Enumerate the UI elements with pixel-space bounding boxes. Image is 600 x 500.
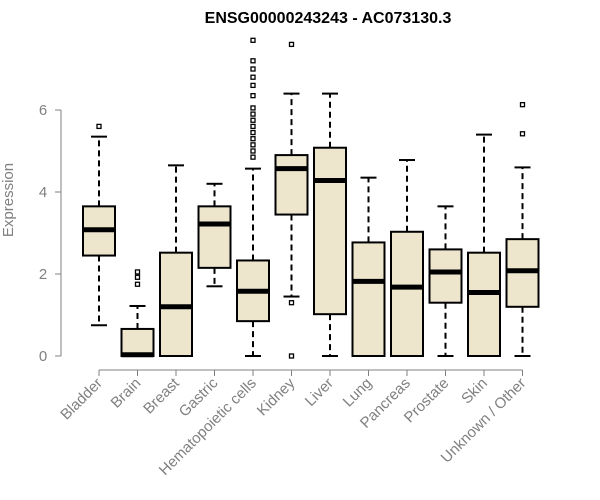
y-axis: 0 2 4 6	[39, 102, 62, 365]
y-tick-label: 4	[39, 184, 47, 201]
outlier-point	[134, 269, 141, 275]
iqr-box	[274, 154, 309, 216]
iqr-box	[467, 251, 501, 357]
box-hematopoietic-cells	[236, 37, 270, 357]
iqr-box	[390, 230, 424, 358]
x-tick-label: Bladder	[57, 375, 106, 424]
iqr-box	[351, 241, 386, 357]
x-tick-label: Liver	[302, 375, 337, 410]
box-bladder	[82, 123, 116, 327]
outlier-point	[134, 281, 141, 287]
outlier-point	[250, 154, 256, 160]
outlier-point	[250, 123, 256, 130]
iqr-box	[120, 327, 155, 358]
y-tick-label: 6	[39, 102, 47, 119]
outlier-point	[250, 66, 256, 72]
box-breast	[159, 164, 193, 357]
x-tick-label: Lung	[340, 375, 376, 411]
outlier-point	[250, 105, 256, 111]
outlier-point	[250, 82, 256, 89]
y-tick-label: 0	[39, 348, 47, 365]
outlier-point	[250, 117, 256, 123]
box-unknown-other	[505, 102, 540, 357]
box-liver	[313, 92, 347, 357]
outlier-point	[250, 129, 256, 136]
x-tick-label: Brain	[108, 375, 145, 412]
outlier-point	[250, 93, 256, 99]
outlier-point	[519, 102, 526, 108]
y-tick-label: 2	[39, 266, 47, 283]
x-tick-label: Kidney	[254, 374, 299, 419]
outlier-point	[288, 353, 295, 359]
outlier-point	[250, 142, 256, 148]
outlier-point	[288, 300, 295, 306]
outlier-point	[96, 123, 102, 130]
iqr-box	[313, 146, 347, 316]
box-lung	[351, 176, 386, 357]
iqr-box	[197, 205, 232, 269]
outlier-point	[288, 41, 295, 48]
y-axis-label: Expression	[0, 163, 17, 237]
box-kidney	[274, 41, 309, 359]
chart-title: ENSG00000243243 - AC073130.3	[205, 10, 452, 27]
iqr-box	[428, 248, 463, 304]
x-tick-label: Skin	[458, 375, 491, 408]
outlier-point	[250, 148, 256, 154]
outlier-point	[250, 58, 256, 64]
box-pancreas	[390, 159, 424, 358]
boxes-group	[82, 37, 540, 359]
outlier-point	[250, 111, 256, 117]
outlier-point	[250, 74, 256, 80]
box-gastric	[197, 182, 232, 288]
box-brain	[120, 269, 155, 358]
outlier-point	[519, 131, 526, 137]
outlier-point	[250, 136, 256, 142]
box-skin	[467, 133, 501, 357]
box-prostate	[428, 205, 463, 357]
outlier-point	[134, 274, 141, 280]
outlier-point	[250, 37, 256, 43]
